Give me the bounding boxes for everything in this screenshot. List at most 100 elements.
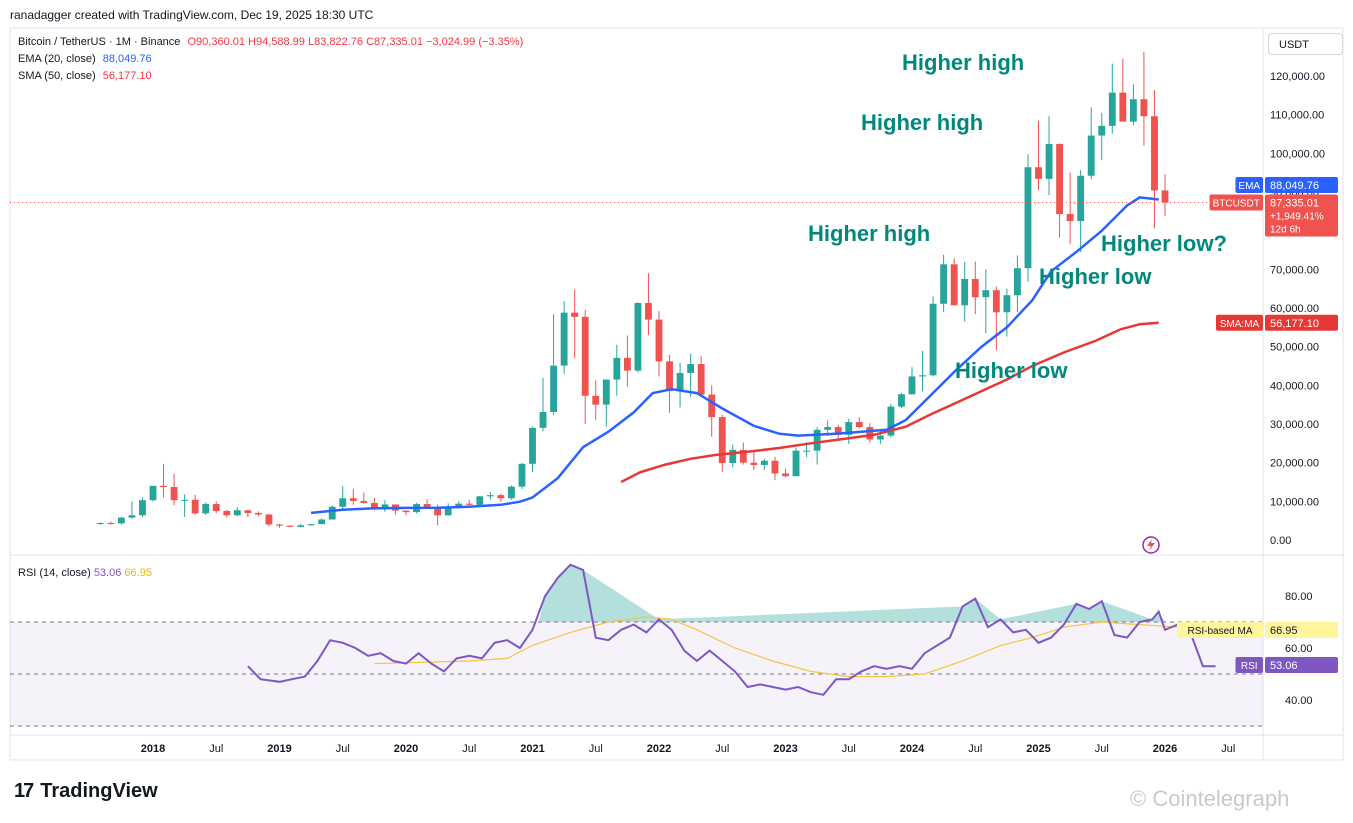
- candle-body: [718, 417, 726, 464]
- y-tick-label: 90,000.00: [1270, 187, 1319, 199]
- currency-unit-button[interactable]: USDT: [1268, 33, 1343, 55]
- candle-body: [687, 364, 695, 373]
- candle-body: [160, 485, 167, 488]
- rsi-legend[interactable]: RSI (14, close) 53.06 66.95: [18, 567, 152, 579]
- candle: [455, 501, 463, 509]
- ema-20-line: [310, 196, 1159, 515]
- candle: [1056, 143, 1064, 238]
- candle-body: [676, 372, 684, 392]
- candle: [687, 353, 695, 397]
- symbol-legend[interactable]: Bitcoin / TetherUS · 1M · Binance O90,36…: [18, 36, 523, 48]
- candle: [202, 502, 210, 515]
- annotation-higher-low-1: Higher low: [955, 358, 1068, 383]
- candle-body: [539, 412, 547, 428]
- candle: [718, 414, 726, 472]
- candle-body: [444, 506, 452, 516]
- candle-body: [149, 485, 157, 501]
- candle-body: [455, 503, 463, 507]
- candle-body: [834, 427, 842, 435]
- rsi-ma-tag-value: 66.95: [1270, 625, 1298, 637]
- candle: [497, 493, 505, 503]
- candle-body: [476, 496, 484, 505]
- candle: [623, 335, 631, 387]
- candle: [518, 463, 526, 489]
- rsi-value: 53.06: [93, 567, 122, 579]
- lightning-icon[interactable]: [1142, 536, 1160, 554]
- candle: [507, 485, 515, 500]
- candle: [1035, 120, 1042, 191]
- rsi-band-background: 80.00 60.00 40.00: [10, 591, 1313, 727]
- btc-price-tag-label: BTCUSDT: [1213, 198, 1260, 209]
- candle: [1013, 255, 1021, 313]
- y-tick-label: 50,000.00: [1270, 342, 1319, 354]
- candle: [1151, 89, 1158, 229]
- x-tick-label: Jul: [968, 743, 982, 755]
- x-tick-label: 2025: [1026, 743, 1050, 755]
- candle-body: [339, 498, 347, 507]
- moving-average-lines: [10, 196, 1263, 515]
- candle: [191, 494, 199, 515]
- candle: [803, 442, 811, 458]
- candle-body: [645, 302, 652, 320]
- candle: [919, 350, 926, 392]
- candle: [117, 516, 125, 525]
- rsi-tick-label: 60.00: [1285, 643, 1313, 655]
- candle-body: [929, 303, 937, 376]
- candle-body: [919, 375, 926, 377]
- candle: [423, 499, 431, 508]
- candle: [792, 447, 800, 477]
- candle-body: [507, 486, 515, 499]
- candle: [782, 468, 789, 478]
- candle-body: [1066, 214, 1074, 221]
- candle-body: [328, 506, 336, 520]
- x-tick-label: 2024: [900, 743, 925, 755]
- candle: [149, 485, 157, 502]
- candle-body: [971, 279, 979, 298]
- ema-legend[interactable]: EMA (20, close) 88,049.76: [18, 53, 152, 65]
- candle-body: [666, 361, 673, 392]
- candle-body: [1151, 116, 1158, 191]
- candle-body: [803, 450, 811, 452]
- candle: [666, 354, 673, 413]
- x-tick-label: 2020: [394, 743, 418, 755]
- candle: [223, 509, 231, 518]
- candle-body: [1056, 144, 1064, 215]
- candle-body: [1003, 295, 1011, 313]
- rsi-tick-label: 80.00: [1285, 591, 1313, 603]
- y-tick-label: 100,000.00: [1270, 148, 1325, 160]
- y-tick-label: 60,000.00: [1270, 303, 1319, 315]
- candle: [845, 418, 853, 445]
- candle-body: [1119, 92, 1127, 122]
- candle: [729, 444, 737, 468]
- candle-body: [349, 498, 357, 501]
- annotation-higher-high-1: Higher high: [808, 221, 930, 246]
- candle: [560, 301, 568, 374]
- rsi-ma-value: 66.95: [124, 567, 152, 579]
- candle: [1003, 288, 1011, 337]
- x-tick-label: Jul: [462, 743, 476, 755]
- candle-body: [381, 504, 389, 508]
- candle-body: [992, 290, 1000, 313]
- candle-body: [212, 504, 220, 511]
- candle: [233, 507, 241, 517]
- ema-price-tag-label-bg: [1235, 177, 1263, 193]
- tradingview-logo[interactable]: 17 TradingView: [14, 780, 158, 803]
- candle-body: [613, 357, 621, 380]
- candle: [170, 473, 178, 506]
- sma-legend[interactable]: SMA (50, close) 56,177.10: [18, 70, 152, 82]
- candle: [392, 504, 399, 515]
- candle-body: [202, 504, 210, 514]
- candle: [339, 486, 347, 511]
- candle-body: [887, 406, 895, 436]
- candle-body: [497, 495, 505, 499]
- candle: [1119, 58, 1127, 122]
- candle: [128, 501, 136, 519]
- sma-price-tag-value: 56,177.10: [1270, 318, 1319, 330]
- candle-body: [170, 487, 178, 501]
- x-tick-label: 2026: [1153, 743, 1177, 755]
- candle-body: [1035, 167, 1042, 179]
- x-tick-label: Jul: [842, 743, 856, 755]
- y-tick-label: 80,000.00: [1270, 226, 1319, 238]
- candle-body: [233, 510, 241, 516]
